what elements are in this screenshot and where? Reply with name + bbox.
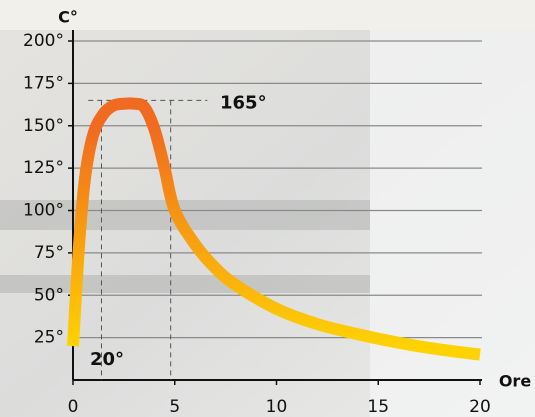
- y-tick-label: 75°: [34, 243, 64, 263]
- temperature-line: [67, 97, 481, 361]
- annotation: 165°: [220, 92, 267, 113]
- x-tick-label: 0: [68, 397, 79, 417]
- x-tick-label: 15: [367, 397, 389, 417]
- x-tick-label: 20: [469, 397, 491, 417]
- x-axis-label: Ore: [499, 372, 531, 391]
- y-tick-label: 175°: [23, 73, 64, 93]
- y-tick-label: 50°: [34, 285, 64, 305]
- y-tick-label: 100°: [23, 201, 64, 221]
- photo-awning: [0, 0, 535, 30]
- y-tick-label: 125°: [23, 158, 64, 178]
- x-tick-label: 10: [266, 397, 288, 417]
- y-axis-label: C°: [58, 8, 78, 27]
- annotation: 20°: [90, 349, 124, 370]
- x-tick-label: 5: [169, 397, 180, 417]
- y-tick-label: 150°: [23, 116, 64, 136]
- y-tick-label: 25°: [34, 328, 64, 348]
- photo-rail: [0, 275, 370, 293]
- y-tick-label: 200°: [23, 31, 64, 51]
